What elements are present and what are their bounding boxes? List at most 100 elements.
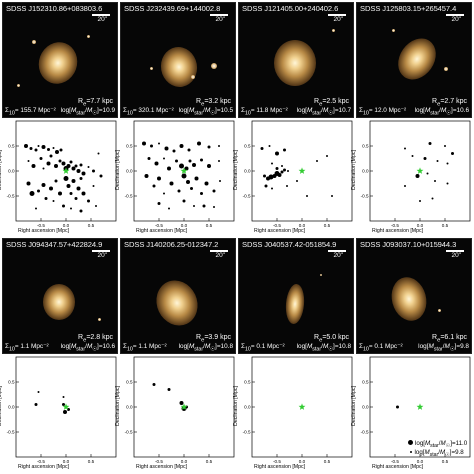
neighbor-plot: -0.5 -0.5 0.0 0.0 0.5 0.5 Right ascension [Mpc… bbox=[233, 119, 354, 235]
neighbor-galaxy-marker bbox=[446, 162, 449, 165]
neighbor-galaxy-marker bbox=[81, 171, 86, 176]
neighbor-galaxy-marker bbox=[74, 164, 78, 168]
foreground-star bbox=[331, 28, 335, 32]
y-tick-label: 0.0 bbox=[244, 405, 251, 410]
y-tick-label: 0.0 bbox=[126, 405, 133, 410]
neighbor-galaxy-marker bbox=[213, 206, 215, 208]
neighbor-galaxy-marker bbox=[81, 191, 86, 196]
neighbor-galaxy-marker bbox=[404, 185, 406, 187]
neighbor-galaxy-marker bbox=[218, 160, 220, 162]
scale-label: 20" bbox=[97, 16, 107, 23]
neighbor-galaxy-marker bbox=[287, 170, 289, 172]
galaxy-core bbox=[390, 30, 444, 87]
effective-radius: Re=2.8 kpc bbox=[78, 333, 113, 343]
y-tick-label: 0.5 bbox=[244, 380, 251, 385]
y-tick-label: 0.0 bbox=[126, 169, 133, 174]
neighbor-galaxy-marker bbox=[144, 174, 149, 178]
neighbor-plot: -0.5 -0.5 0.0 0.0 0.5 0.5 Right ascension [Mpc… bbox=[351, 119, 472, 235]
x-axis-label: Right ascension [Mpc] bbox=[18, 228, 70, 234]
neighbor-galaxy-marker bbox=[24, 144, 28, 148]
x-tick-label: 0.0 bbox=[417, 459, 424, 464]
neighbor-galaxy-marker bbox=[275, 151, 279, 156]
galaxy-core bbox=[157, 43, 201, 90]
neighbor-galaxy-marker bbox=[99, 174, 103, 178]
effective-radius: Re=7.7 kpc bbox=[78, 97, 113, 107]
x-axis-label: Right ascension [Mpc] bbox=[372, 464, 424, 470]
x-tick-label: -0.5 bbox=[273, 459, 281, 464]
y-tick-label: 0.5 bbox=[362, 144, 369, 149]
galaxy-core bbox=[273, 40, 316, 87]
marker-legend: log[Mstar/M☉]=11.0 log[Mstar/M☉]=9.8 bbox=[408, 440, 467, 458]
neighbor-galaxy-marker bbox=[92, 169, 95, 173]
neighbor-galaxy-marker bbox=[37, 189, 40, 193]
neighbor-galaxy-marker bbox=[415, 174, 420, 178]
scale-bar bbox=[210, 250, 228, 252]
scale-label: 20" bbox=[451, 252, 461, 259]
neighbor-plot: -0.5 -0.5 0.0 0.0 0.5 0.5 Right ascension [Mpc… bbox=[115, 355, 236, 471]
neighbor-galaxy-marker bbox=[157, 202, 161, 205]
galaxy-id: SDSS J121405.00+240402.6 bbox=[242, 4, 339, 13]
neighbor-plot: -0.5 -0.5 0.0 0.0 0.5 0.5 Right ascension [Mpc… bbox=[0, 119, 118, 235]
surface-density: Σ10= 0.1 Mpc⁻² bbox=[359, 342, 403, 352]
x-tick-label: 0.5 bbox=[442, 223, 449, 228]
neighbor-galaxy-marker bbox=[177, 189, 181, 193]
plot-svg: -0.5 -0.5 0.0 0.0 0.5 0.5 bbox=[125, 356, 235, 464]
neighbor-galaxy-marker bbox=[147, 157, 151, 160]
neighbor-galaxy-marker bbox=[316, 160, 318, 162]
y-axis-label: Declination [Mpc] bbox=[232, 150, 239, 190]
y-axis-label: Declination [Mpc] bbox=[0, 386, 3, 426]
neighbor-galaxy-marker bbox=[92, 185, 95, 187]
legend-small: log[Mstar/M☉]=9.8 bbox=[408, 449, 467, 458]
neighbor-galaxy-marker bbox=[163, 192, 165, 195]
y-tick-label: 0.0 bbox=[244, 169, 251, 174]
x-axis-label: Right ascension [Mpc] bbox=[136, 228, 188, 234]
neighbor-plot: -0.5 -0.5 0.0 0.0 0.5 0.5 Right ascension [Mpc… bbox=[233, 355, 354, 471]
y-axis-label: Declination [Mpc] bbox=[0, 150, 3, 190]
galaxy-id: SDSS J152310.86+083803.6 bbox=[6, 4, 103, 13]
neighbor-galaxy-marker bbox=[193, 205, 195, 207]
neighbor-galaxy-marker bbox=[46, 161, 51, 166]
galaxy-image-panel: SDSS J152310.86+083803.6 20" Re=7.7 kpc Σ10… bbox=[2, 2, 118, 118]
y-tick-label: 0.0 bbox=[362, 169, 369, 174]
neighbor-galaxy-marker bbox=[204, 181, 209, 186]
x-tick-label: -0.5 bbox=[37, 223, 45, 228]
foreground-star bbox=[98, 317, 102, 321]
neighbor-galaxy-marker bbox=[154, 161, 159, 166]
scale-label: 20" bbox=[451, 16, 461, 23]
galaxy-core bbox=[283, 283, 306, 325]
x-tick-label: 0.5 bbox=[442, 459, 449, 464]
foreground-star bbox=[150, 66, 153, 70]
y-tick-label: 0.5 bbox=[8, 380, 15, 385]
effective-radius: Re=6.1 kpc bbox=[432, 333, 467, 343]
neighbor-galaxy-marker bbox=[179, 163, 184, 169]
neighbor-galaxy-marker bbox=[164, 146, 169, 151]
y-tick-label: -0.5 bbox=[361, 194, 369, 199]
x-tick-label: -0.5 bbox=[391, 223, 399, 228]
galaxy-id: SDSS J125803.15+265457.4 bbox=[360, 4, 457, 13]
y-tick-label: 0.0 bbox=[362, 405, 369, 410]
scale-bar bbox=[92, 250, 110, 252]
surface-density: Σ10= 320.1 Mpc⁻² bbox=[123, 106, 174, 116]
neighbor-galaxy-marker bbox=[286, 185, 288, 187]
neighbor-galaxy-marker bbox=[54, 179, 58, 183]
neighbor-galaxy-marker bbox=[37, 145, 40, 147]
scale-bar bbox=[446, 14, 464, 16]
neighbor-galaxy-marker bbox=[59, 148, 63, 152]
neighbor-galaxy-marker bbox=[157, 176, 161, 181]
neighbor-galaxy-marker bbox=[207, 164, 211, 168]
neighbor-galaxy-marker bbox=[79, 209, 83, 213]
foreground-star bbox=[438, 308, 442, 312]
foreground-star bbox=[16, 84, 20, 88]
neighbor-galaxy-marker bbox=[326, 155, 328, 157]
neighbor-galaxy-marker bbox=[34, 403, 38, 406]
neighbor-galaxy-marker bbox=[31, 164, 36, 168]
neighbor-galaxy-marker bbox=[55, 150, 59, 154]
neighbor-galaxy-marker bbox=[79, 163, 83, 167]
neighbor-galaxy-marker bbox=[142, 141, 146, 146]
neighbor-galaxy-marker bbox=[26, 181, 31, 186]
neighbor-galaxy-marker bbox=[66, 164, 71, 168]
x-tick-label: 0.0 bbox=[181, 459, 188, 464]
neighbor-galaxy-marker bbox=[268, 174, 274, 180]
target-galaxy-star-marker bbox=[62, 403, 70, 410]
neighbor-galaxy-marker bbox=[27, 160, 30, 162]
